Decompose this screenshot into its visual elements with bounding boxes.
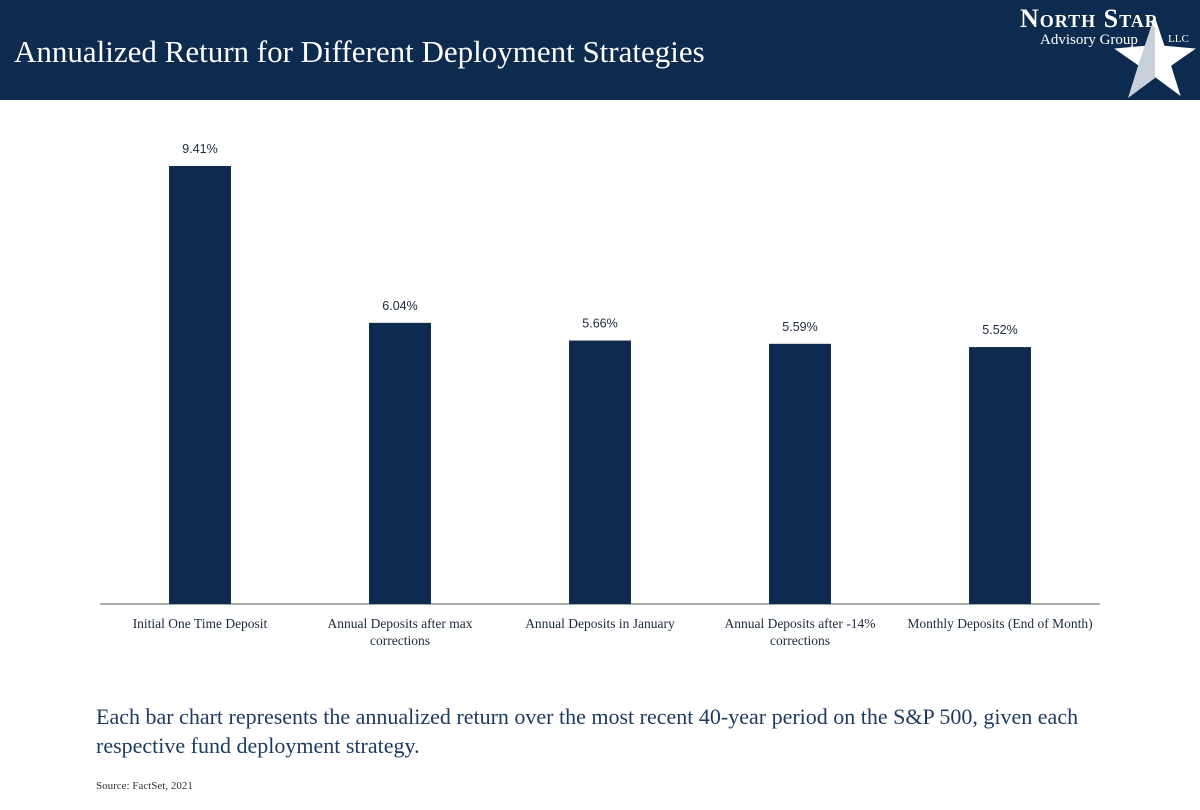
source: Source: FactSet, 2021 (96, 780, 193, 792)
bar (569, 340, 631, 604)
value-label: 6.04% (382, 299, 417, 313)
bar (769, 343, 831, 604)
chart: 9.41% 6.04% 5.66% 5.59% 5.52% (100, 142, 1100, 605)
logo-star (1110, 12, 1200, 100)
x-tick-label: Monthly Deposits (End of Month) (907, 616, 1093, 631)
value-label: 5.52% (982, 323, 1017, 337)
logo-name: North Star (1020, 4, 1159, 33)
x-tick-label: Annual Deposits in January (525, 616, 675, 631)
logo-subtitle: Advisory Group (1040, 32, 1138, 48)
logo-suffix: LLC (1168, 33, 1189, 45)
bar (369, 322, 431, 604)
x-tick-label: Annual Deposits after -14% corrections (724, 616, 876, 648)
value-label: 9.41% (182, 142, 217, 156)
value-label: 5.66% (582, 317, 617, 331)
header: Annualized Return for Different Deployme… (0, 0, 1200, 100)
bar (969, 347, 1031, 604)
x-tick-label: Annual Deposits after max corrections (327, 616, 473, 648)
bar (169, 166, 231, 604)
footnote: Each bar chart represents the annualized… (96, 704, 1079, 758)
x-tick-label: Initial One Time Deposit (132, 616, 268, 631)
chart-title: Annualized Return for Different Deployme… (14, 34, 705, 69)
value-label: 5.59% (782, 320, 817, 334)
